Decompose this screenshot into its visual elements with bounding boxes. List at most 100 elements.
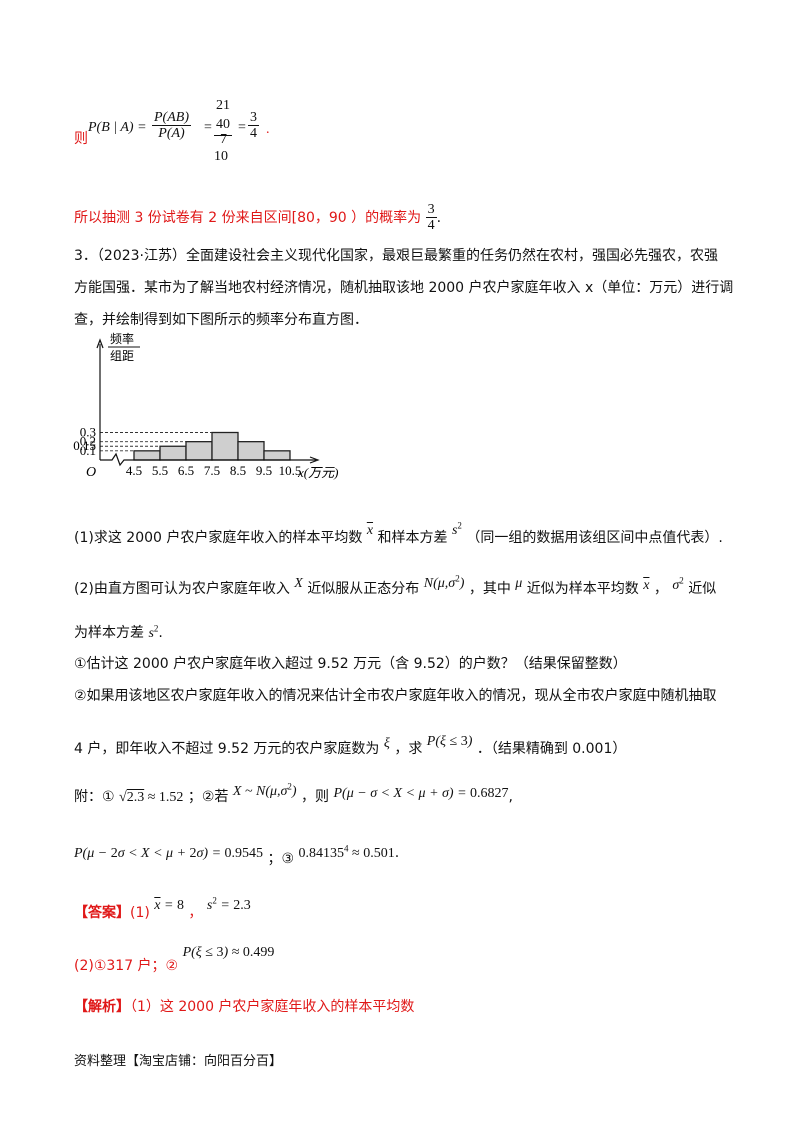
problem-statement: 3．（2023·江苏）全面建设社会主义现代化国家，最艰巨最繁重的任务仍然在农村，…	[74, 240, 734, 336]
prev-frac-pab-num: P(AB)	[152, 110, 191, 127]
prev-bigden-den: 10	[214, 149, 228, 164]
answer-mean: x = 8	[154, 898, 184, 913]
prev-conclusion-frac: 3 4	[425, 202, 437, 234]
prev-conclusion-frac-den: 4	[427, 218, 435, 234]
q2-text-b: 近似服从正态分布	[307, 581, 420, 597]
prev-eq1: =	[204, 120, 212, 135]
appendix-normal: X ~ N(μ,σ2)	[232, 781, 297, 799]
answer-tag: 【答案】	[74, 905, 130, 921]
y-tick-label-4: 0.3	[80, 424, 96, 439]
prev-bignum-num: 21	[216, 98, 230, 113]
prev-conclusion-frac-num: 3	[425, 202, 437, 219]
q2-xi-symbol: ξ	[383, 736, 390, 751]
appendix-a3: ，则	[301, 789, 330, 805]
q2-mean-symbol: x	[643, 578, 650, 593]
q1-text-b: 和样本方差	[377, 530, 448, 546]
q2-text-g: 为样本方差	[74, 625, 144, 641]
q1-text-c: （同一组的数据用该组区间中点值代表）.	[466, 530, 723, 546]
histogram-bar-1	[133, 450, 161, 461]
prev-conclusion: 所以抽测 3 份试卷有 2 份来自区间[80，90 ）的概率为 3 4 .	[74, 202, 441, 234]
analysis-line: 【解析】（1）这 2000 户农户家庭年收入的样本平均数	[74, 996, 414, 1016]
x-tick-label-7: 10.5	[279, 463, 302, 478]
x-axis-arrow	[309, 456, 320, 464]
y-tick-label-2: 0.15	[73, 438, 96, 453]
histogram-chart: 0.10.150.20.3 4.5 5.5 6.5 7.5 8.5 9.5 10.5 O x(万元…	[73, 331, 338, 480]
problem-line-1: 3．（2023·江苏）全面建设社会主义现代化国家，最艰巨最繁重的任务仍然在农村，…	[74, 248, 718, 264]
q2-s-sq-symbol: s2	[148, 623, 159, 641]
analysis-tag: 【解析】	[74, 999, 130, 1015]
q2-mu-symbol: μ	[515, 576, 523, 591]
q2-x-symbol: X	[294, 576, 303, 591]
question-2-line-2: 为样本方差 s2.	[74, 622, 163, 642]
appendix-a6: .	[394, 845, 400, 861]
prev-bigden-num: 7	[220, 132, 227, 147]
q2-normal-dist: N(μ,σ2)	[423, 573, 465, 591]
q2-text-m: ．（结果精确到 0.001）	[476, 741, 627, 757]
appendix-line-2: P(μ − 2σ < X < μ + 2σ) = 0.9545 ；③ 0.841…	[74, 842, 400, 867]
answer-p2: (2)①317 户；②	[74, 958, 179, 974]
q2-prob-expression: P(ξ ≤ 3)	[426, 734, 473, 749]
analysis-text: （1）这 2000 户农户家庭年收入的样本平均数	[130, 999, 415, 1015]
question-1: (1)求这 2000 户农户家庭年收入的样本平均数 x 和样本方差 s2 （同一…	[74, 520, 723, 547]
appendix-prob-1sigma: P(μ − σ < X < μ + σ) = 0.6827	[333, 786, 509, 801]
q1-variance-symbol: s2	[451, 520, 462, 538]
x-tick-label-3: 6.5	[178, 463, 194, 478]
appendix-a2: ；②若	[187, 789, 229, 805]
answer-line-1: 【答案】(1) x = 8 ， s2 = 2.3	[74, 895, 251, 922]
problem-line-2: 方能国强．某市为了解当地农村经济情况，随机抽取该地 2000 户农户家庭年收入 …	[74, 280, 734, 296]
appendix-prob-2sigma: P(μ − 2σ < X < μ + 2σ) = 0.9545	[74, 846, 264, 861]
x-tick-label-1: 4.5	[126, 463, 142, 478]
x-tick-label-4: 7.5	[204, 463, 220, 478]
y-axis-arrow	[96, 338, 104, 349]
question-2-part-1: ①估计这 2000 户农户家庭年收入超过 9.52 万元（含 9.52）的户数？…	[74, 656, 627, 672]
q2-text-c: ，其中	[468, 581, 511, 597]
q2-text-d: 近似为样本平均数	[526, 581, 639, 597]
prev-eq2: =	[238, 120, 246, 135]
chart-layer: 0.10.150.20.3 4.5 5.5 6.5 7.5 8.5 9.5 10.5 O x(万元…	[73, 331, 338, 480]
x-tick-label-2: 5.5	[152, 463, 168, 478]
histogram-bar-3	[185, 441, 213, 461]
prev-period: .	[266, 122, 270, 137]
histogram-bar-6	[263, 450, 291, 461]
prev-bigfrac-line	[214, 135, 232, 136]
histogram-bar-5	[237, 441, 265, 461]
q2-text-k: 4 户，即年收入不超过 9.52 万元的农户家庭数为	[74, 741, 380, 757]
prev-conclusion-end: .	[436, 209, 442, 226]
x-tick-label-6: 9.5	[256, 463, 272, 478]
prev-lhs: P(B | A) =	[88, 120, 147, 135]
prev-ze: 则	[74, 131, 88, 147]
answer-p1: (1)	[130, 905, 150, 921]
problem-line-3: 查，并绘制得到如下图所示的频率分布直方图．	[74, 312, 368, 328]
y-tick-label-1: 0.1	[80, 443, 96, 458]
origin-label: O	[86, 465, 96, 480]
prev-bignum-den: 40	[216, 117, 230, 132]
prev-frac-result-den: 4	[250, 126, 257, 142]
prev-frac-pab-den: P(A)	[158, 126, 185, 142]
appendix-power: 0.841354 ≈ 0.501	[298, 843, 395, 861]
q2-text-l: ，求	[394, 741, 423, 757]
x-axis-label: x(万元)	[297, 465, 338, 480]
x-tick-label-5: 8.5	[230, 463, 246, 478]
q2-text-f: 近似	[688, 581, 717, 597]
appendix-a1: 附：①	[74, 789, 115, 805]
y-axis-label-top: 频率	[110, 331, 134, 346]
prev-conclusion-text: 所以抽测 3 份试卷有 2 份来自区间[80，90 ）的概率为	[74, 209, 422, 226]
answer-variance: s2 = 2.3	[206, 895, 251, 913]
q2-text-a: (2)由直方图可认为农户家庭年收入	[74, 581, 290, 597]
question-2-part-2-cont: 4 户，即年收入不超过 9.52 万元的农户家庭数为 ξ ，求 P(ξ ≤ 3)…	[74, 734, 627, 758]
question-2-part-2: ②如果用该地区农户家庭年收入的情况来估计全市农户家庭年收入的情况，现从全市农户家…	[74, 688, 717, 704]
y-axis-label-bottom: 组距	[110, 349, 134, 363]
q1-mean-symbol: x	[366, 523, 374, 538]
prev-frac-result: 3 4	[248, 110, 259, 142]
question-2-line-1: (2)由直方图可认为农户家庭年收入 X 近似服从正态分布 N(μ,σ2) ，其中…	[74, 573, 717, 598]
y-tick-label-3: 0.2	[80, 434, 96, 449]
answer-line-2: (2)①317 户；② P(ξ ≤ 3) ≈ 0.499	[74, 945, 274, 975]
prev-frac-pab: P(AB) P(A)	[152, 110, 191, 142]
q2-sigma-sq-symbol: σ2	[672, 575, 684, 593]
appendix-sqrt: √2.3 ≈ 1.52	[119, 790, 184, 805]
q2-text-e: ，	[653, 581, 668, 597]
q2-text-h: .	[158, 625, 163, 641]
x-axis-line	[100, 452, 316, 467]
histogram-bar-2	[159, 445, 187, 461]
answer-comma: ，	[188, 905, 203, 921]
